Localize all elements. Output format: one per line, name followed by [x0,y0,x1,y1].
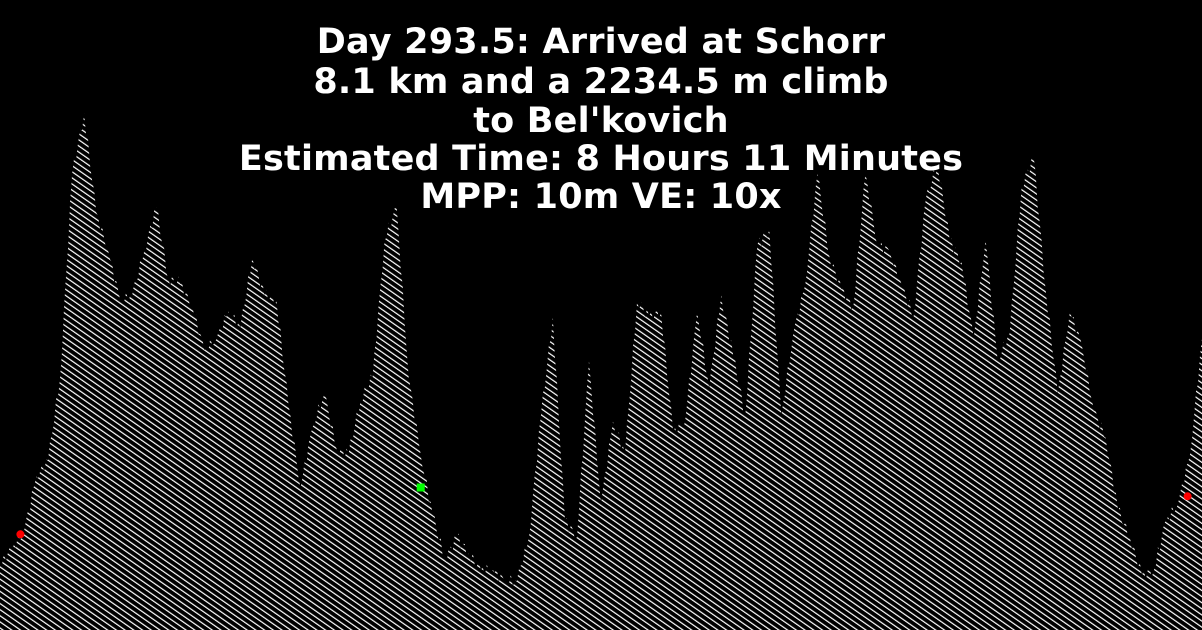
start-marker [16,530,25,539]
title-line-estimated-time: Estimated Time: 8 Hours 11 Minutes [238,139,964,179]
terrain-elevation-area [0,113,1202,630]
title-line-day: Day 293.5: Arrived at Schorr [316,22,886,62]
title-line-distance-climb: 8.1 km and a 2234.5 m climb [313,62,889,102]
route-info-title: Day 293.5: Arrived at Schorr 8.1 km and … [0,22,1202,216]
title-line-mpp-ve: MPP: 10m VE: 10x [420,177,782,217]
route-markers [16,483,1192,539]
end-marker [1183,492,1192,501]
title-line-destination: to Bel'kovich [473,101,729,141]
waypoint-marker [416,483,425,492]
